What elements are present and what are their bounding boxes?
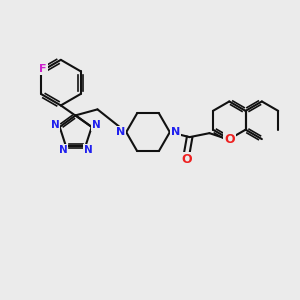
Text: N: N [51, 120, 59, 130]
Text: N: N [171, 127, 180, 137]
Text: N: N [116, 127, 125, 137]
Text: F: F [39, 64, 47, 74]
Text: O: O [224, 133, 235, 146]
Text: N: N [84, 145, 93, 155]
Text: N: N [92, 120, 101, 130]
Text: N: N [58, 145, 67, 155]
Text: O: O [181, 153, 192, 167]
